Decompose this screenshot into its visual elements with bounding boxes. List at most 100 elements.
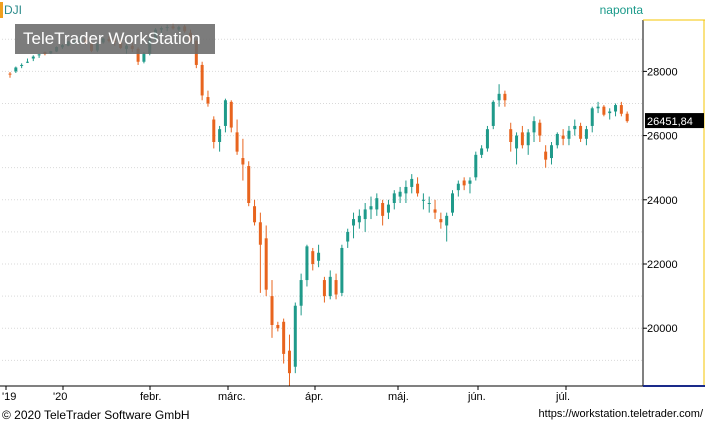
candle-body xyxy=(427,203,431,204)
candle-body xyxy=(31,56,35,59)
candle-body xyxy=(357,215,361,223)
y-tick-label: 28000 xyxy=(647,66,678,78)
candle-body xyxy=(381,203,385,216)
candle-body xyxy=(235,132,239,152)
candle-body xyxy=(352,219,356,226)
candle-body xyxy=(416,183,420,194)
candle-body xyxy=(509,129,513,142)
symbol-marker xyxy=(0,2,3,18)
candle-body xyxy=(503,93,507,101)
candle-body xyxy=(468,180,472,184)
candle-body xyxy=(386,204,390,213)
candle-body xyxy=(311,251,315,264)
candle-body xyxy=(334,280,338,295)
candle-body xyxy=(375,198,379,210)
candle-body xyxy=(544,151,548,160)
candle-body xyxy=(410,178,414,187)
y-tick-label: 22000 xyxy=(647,259,678,271)
x-tick-label: márc. xyxy=(218,391,246,403)
candle-body xyxy=(433,209,437,213)
candle-body xyxy=(485,129,489,149)
candle-body xyxy=(567,130,571,139)
x-tick-label: febr. xyxy=(140,391,161,403)
candle-body xyxy=(579,125,583,139)
candle-body xyxy=(212,119,216,142)
candle-body xyxy=(398,191,402,197)
candle-body xyxy=(619,105,623,114)
last-price-badge xyxy=(645,113,704,129)
candle-body xyxy=(293,305,297,367)
y-tick-label: 24000 xyxy=(647,195,678,207)
candle-body xyxy=(20,64,24,66)
candle-body xyxy=(218,129,222,142)
candle-body xyxy=(439,219,443,223)
y-tick-label: 26000 xyxy=(647,131,678,143)
candle-body xyxy=(584,129,588,139)
candle-body xyxy=(276,325,280,329)
candle-body xyxy=(322,280,326,297)
x-tick-label: ápr. xyxy=(305,391,323,403)
candle-body xyxy=(200,64,204,96)
candle-body xyxy=(328,276,332,297)
candle-body xyxy=(421,199,425,201)
symbol-label: DJI xyxy=(4,3,22,17)
candle-body xyxy=(241,158,245,165)
candle-body xyxy=(614,105,618,112)
candle-body xyxy=(590,108,594,126)
candle-body xyxy=(497,93,501,101)
candle-body xyxy=(515,135,519,149)
candle-body xyxy=(299,280,303,306)
x-tick-label: '19 xyxy=(2,391,16,403)
candle-body xyxy=(538,122,542,136)
candle-body xyxy=(223,100,227,126)
candlestick-series xyxy=(8,23,629,386)
candle-body xyxy=(451,193,455,213)
candle-body xyxy=(282,321,286,354)
candle-body xyxy=(573,125,577,130)
candle-body xyxy=(8,73,12,75)
candle-body xyxy=(555,133,559,146)
candle-body xyxy=(317,252,321,261)
candle-body xyxy=(596,106,600,109)
candle-body xyxy=(229,101,233,128)
candle-body xyxy=(340,247,344,293)
candle-body xyxy=(363,209,367,220)
candle-body xyxy=(608,111,612,114)
axes: 20000 22000 24000 26000 28000 26451,84 '19 '20 f… xyxy=(0,19,705,403)
x-tick-label: jún. xyxy=(467,391,486,403)
candle-body xyxy=(404,186,408,194)
last-price-label: 26451,84 xyxy=(647,116,693,128)
candle-body xyxy=(270,296,274,325)
candle-body xyxy=(480,148,484,155)
candle-body xyxy=(491,101,495,126)
candle-body xyxy=(456,183,460,191)
candle-body xyxy=(625,113,629,122)
candle-body xyxy=(253,206,257,223)
candle-body xyxy=(602,106,606,115)
candle-body xyxy=(247,166,251,203)
candle-body xyxy=(526,132,530,146)
candle-body xyxy=(346,231,350,242)
candle-body xyxy=(462,180,466,186)
candle-body xyxy=(474,154,478,178)
candle-body xyxy=(206,97,210,104)
candle-body xyxy=(549,145,553,159)
grid-lines xyxy=(2,38,643,361)
y-tick-label: 20000 xyxy=(647,323,678,335)
candle-body xyxy=(520,132,524,146)
period-label[interactable]: naponta xyxy=(599,3,643,17)
candle-body xyxy=(532,121,536,133)
source-url[interactable]: https://workstation.teletrader.com/ xyxy=(538,408,703,420)
copyright-text: © 2020 TeleTrader Software GmbH xyxy=(2,408,190,422)
candle-body xyxy=(561,135,565,139)
candle-body xyxy=(264,238,268,290)
candle-body xyxy=(37,54,41,56)
candle-body xyxy=(392,193,396,203)
candle-body xyxy=(142,53,146,62)
candle-body xyxy=(369,206,373,210)
candle-body xyxy=(445,215,449,226)
watermark-logo: TeleTrader WorkStation xyxy=(15,24,215,54)
x-tick-label: '20 xyxy=(53,391,67,403)
candle-body xyxy=(136,48,140,62)
